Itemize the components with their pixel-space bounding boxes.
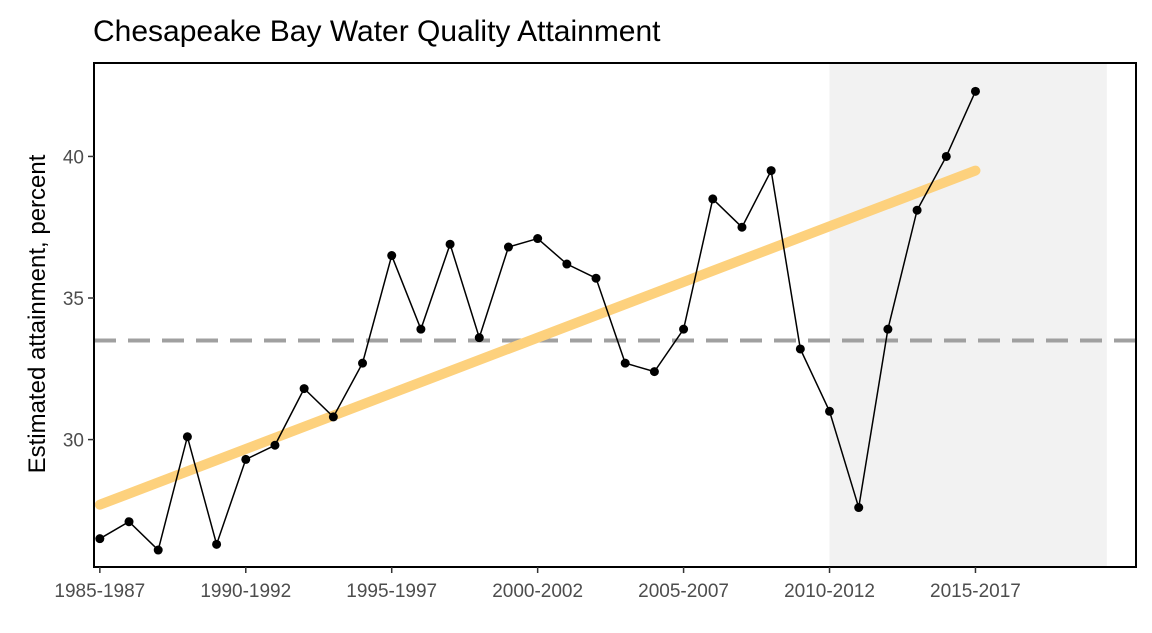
y-tick-label: 40 xyxy=(63,147,84,168)
data-point xyxy=(299,384,309,394)
x-tick-label: 1990-1992 xyxy=(200,581,291,602)
x-tick-label: 2010-2012 xyxy=(784,581,875,602)
data-point xyxy=(241,454,251,464)
data-point xyxy=(416,324,426,334)
data-point xyxy=(124,517,134,527)
shaded-region xyxy=(829,64,1107,566)
data-point xyxy=(708,194,718,204)
data-point xyxy=(503,242,513,252)
data-point xyxy=(270,440,280,450)
data-point xyxy=(854,503,864,513)
data-point xyxy=(591,273,601,283)
data-point xyxy=(533,234,543,244)
data-point xyxy=(649,367,659,377)
trend-line xyxy=(94,165,981,510)
plot-border xyxy=(93,62,1137,568)
data-point xyxy=(182,432,192,442)
x-tick-label: 1985-1987 xyxy=(54,581,145,602)
x-tick-label: 2015-2017 xyxy=(930,581,1021,602)
x-tick-label: 2000-2002 xyxy=(492,581,583,602)
data-point xyxy=(562,259,572,269)
x-tick-label: 2005-2007 xyxy=(638,581,729,602)
data-point xyxy=(679,324,689,334)
plot-area: 30 35 40 1985-1987 1990-1992 1995-1997 2000-20… xyxy=(54,62,1137,602)
data-point xyxy=(941,151,951,161)
data-point xyxy=(212,539,222,549)
data-point xyxy=(825,406,835,416)
chart-title: Chesapeake Bay Water Quality Attainment xyxy=(93,15,661,48)
data-point xyxy=(95,534,105,544)
data-point xyxy=(766,166,776,176)
data-point xyxy=(912,205,922,215)
y-tick-label: 35 xyxy=(63,289,84,310)
data-point xyxy=(737,222,747,232)
data-point xyxy=(474,333,484,343)
data-point xyxy=(445,239,455,249)
data-point xyxy=(620,358,630,368)
data-point xyxy=(795,344,805,354)
data-point xyxy=(970,86,980,96)
data-point xyxy=(328,412,338,422)
y-axis-label: Estimated attainment, percent xyxy=(24,154,51,473)
x-tick-label: 1995-1997 xyxy=(346,581,437,602)
data-point xyxy=(358,358,368,368)
data-point xyxy=(883,324,893,334)
data-point xyxy=(153,545,163,555)
y-tick-label: 30 xyxy=(63,431,84,452)
data-point xyxy=(387,251,397,261)
